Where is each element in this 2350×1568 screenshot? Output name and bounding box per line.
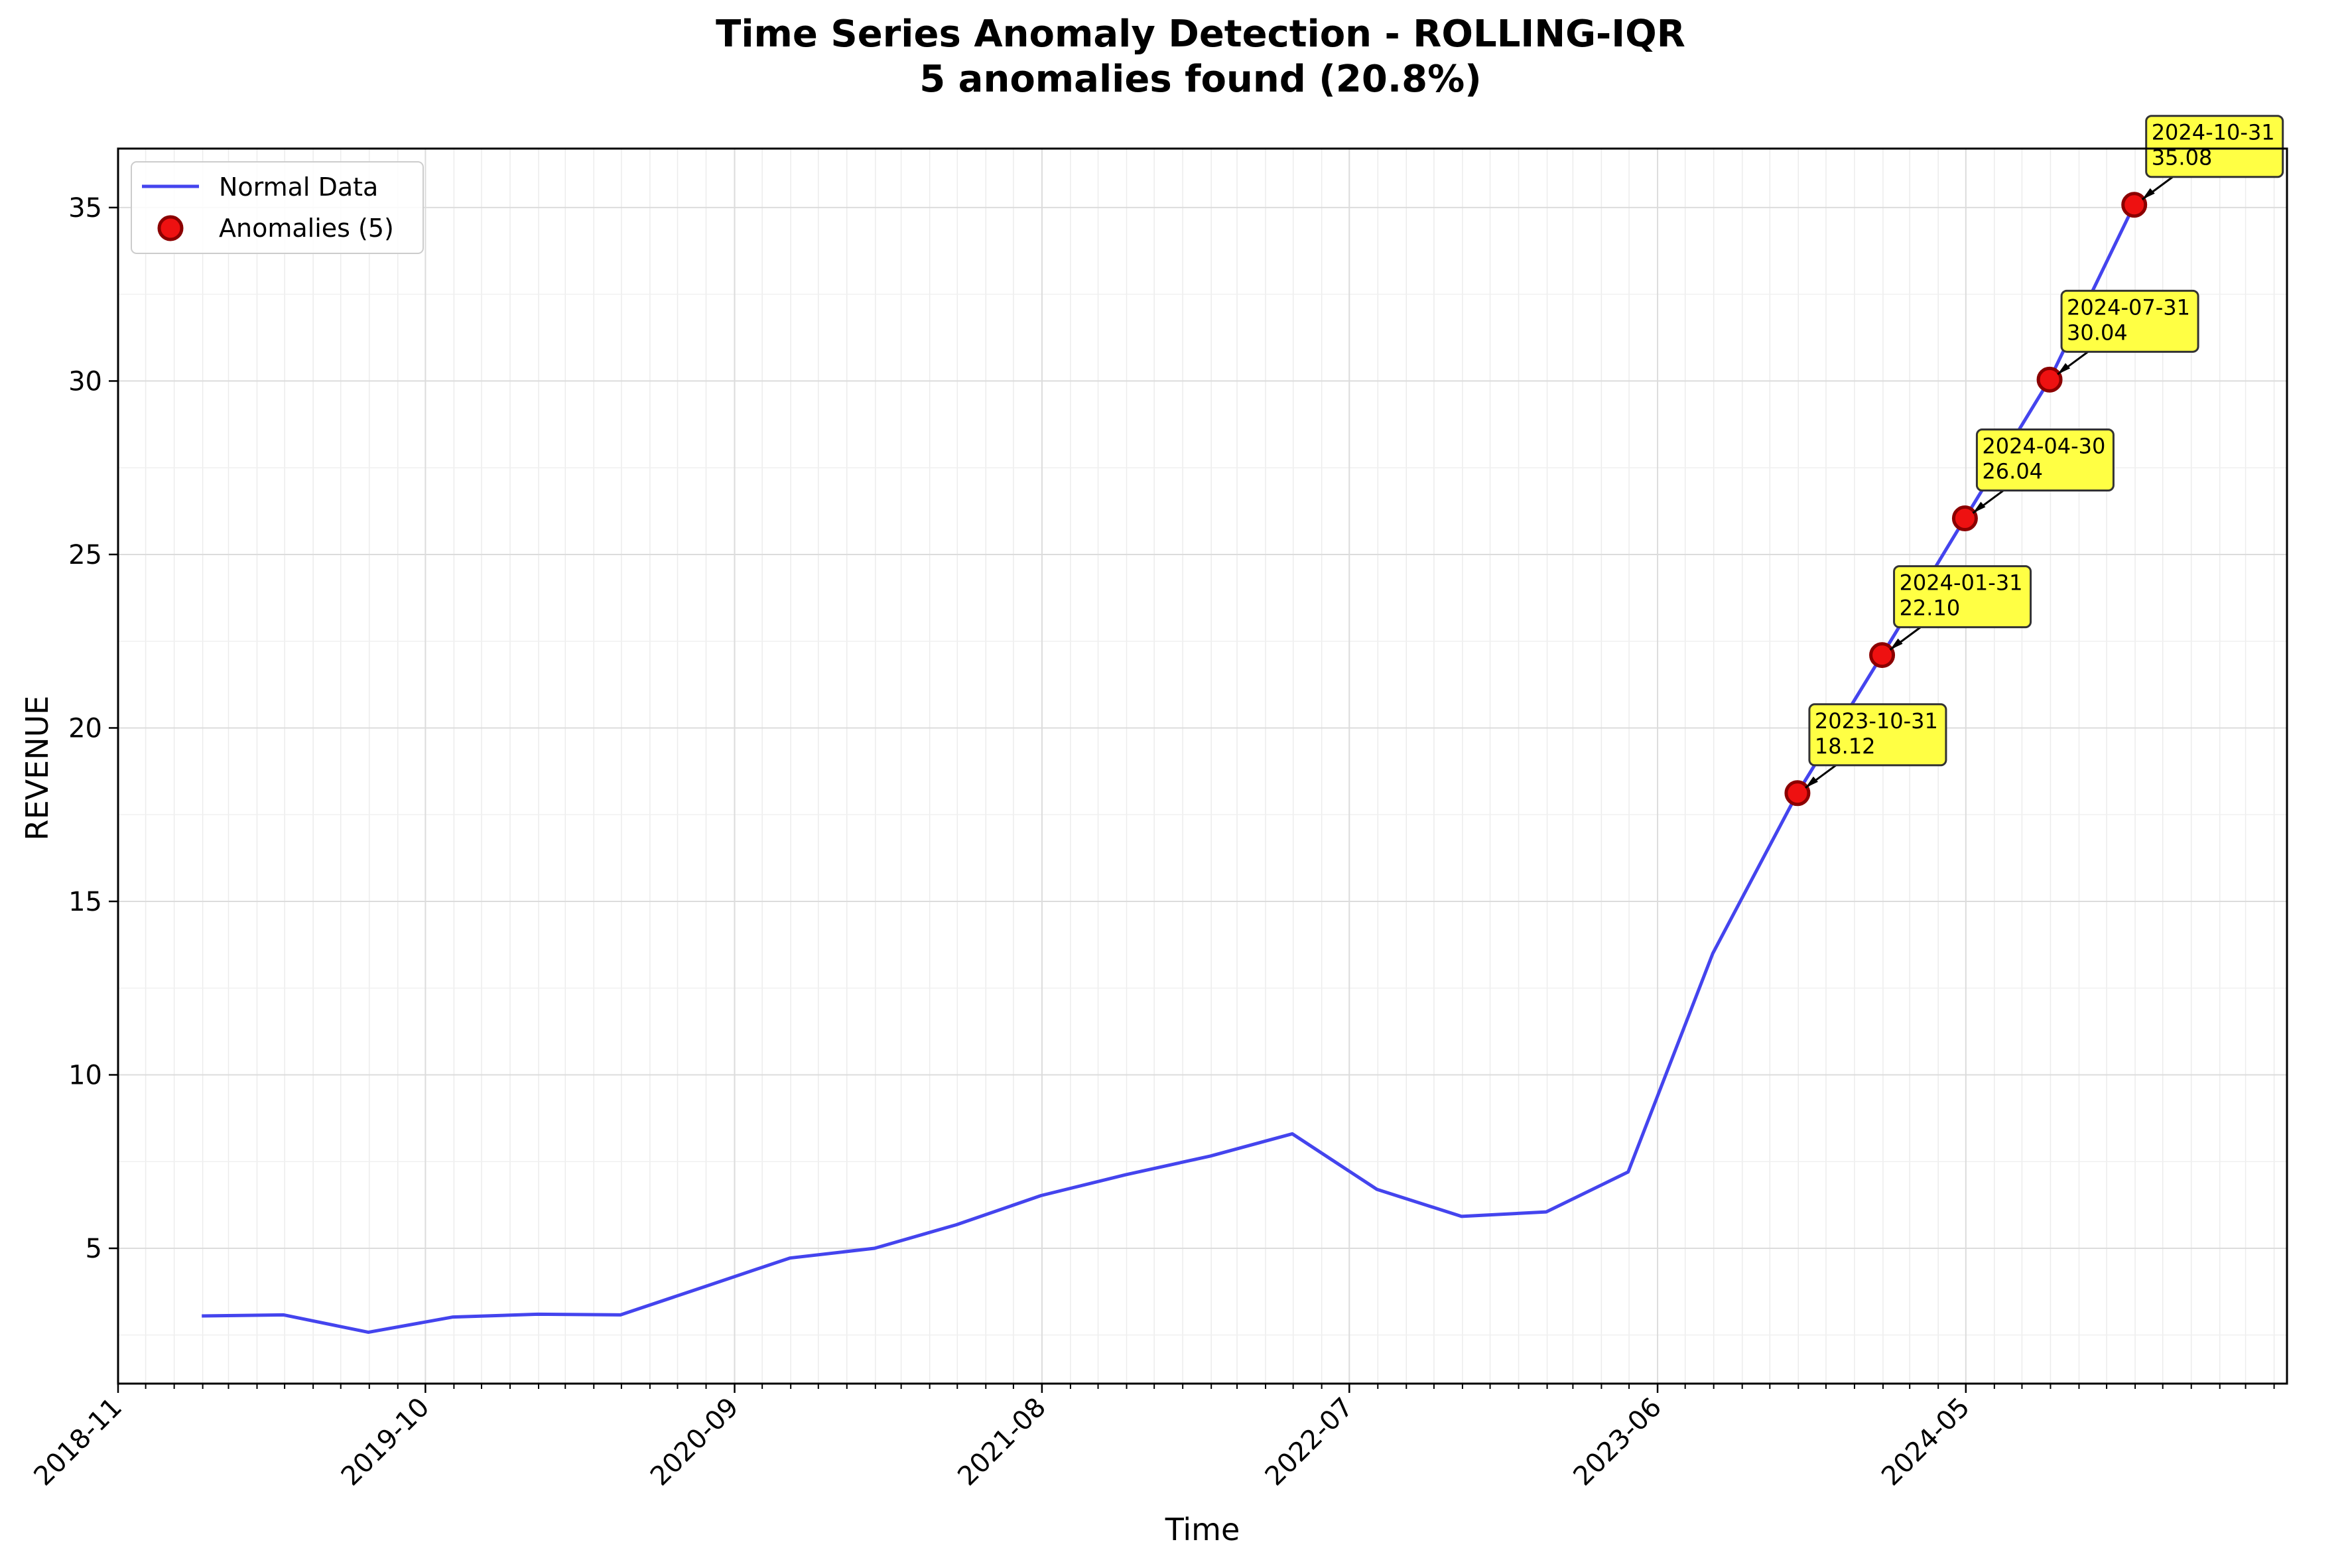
x-axis-label: Time (1165, 1512, 1240, 1547)
annotation-box (2060, 289, 2199, 353)
annotation-box (1893, 565, 2032, 629)
annotation-value: 30.04 (2067, 320, 2128, 345)
normal-data-point (1544, 1210, 1548, 1214)
y-tick-label: 25 (68, 540, 102, 570)
normal-data-point (200, 1314, 204, 1318)
annotation-value: 22.10 (1900, 596, 1961, 621)
anomaly-point (2121, 192, 2148, 218)
normal-data-point (788, 1256, 792, 1260)
normal-data-line (202, 204, 2136, 1335)
y-tick-label: 5 (86, 1234, 102, 1264)
y-tick-label: 20 (68, 713, 102, 744)
legend-label-normal: Normal Data (219, 172, 378, 202)
annotation-box (2145, 115, 2284, 178)
annotation-date: 2023-10-31 (1815, 708, 1938, 734)
annotation-arrowhead (1890, 638, 1903, 650)
normal-data-point (282, 1313, 286, 1317)
annotation-arrowhead (1973, 501, 1986, 513)
legend-box (131, 161, 424, 254)
y-tick-label: 10 (68, 1061, 102, 1091)
normal-data-point (954, 1222, 958, 1226)
legend-marker-swatch (157, 215, 184, 241)
legend-label-anomalies: Anomalies (5) (219, 214, 394, 243)
plot-frame (117, 147, 2288, 1385)
annotation-box (1808, 703, 1947, 767)
normal-data-point (1375, 1187, 1379, 1191)
anomaly-point (1951, 505, 1978, 532)
plot-content (200, 192, 2148, 1335)
y-axis-label: REVENUE (19, 696, 55, 841)
y-axis-ticks: 5 10 15 20 25 30 35 (68, 193, 118, 1264)
legend: Normal Data Anomalies (5) (131, 161, 424, 254)
normal-data-point (1208, 1154, 1212, 1158)
annotation-date: 2024-07-31 (2067, 294, 2190, 320)
chart-subtitle: 5 anomalies found (20.8%) (919, 58, 1482, 101)
normal-data-point (1124, 1173, 1128, 1177)
minor-grid (117, 149, 2287, 1384)
normal-data-point (1039, 1194, 1043, 1198)
normal-data-point (1290, 1132, 1294, 1136)
normal-data-point (618, 1313, 622, 1317)
normal-data-point (366, 1331, 370, 1335)
major-grid (117, 149, 2287, 1384)
annotation-arrowhead (2142, 188, 2155, 200)
y-tick-label: 30 (68, 366, 102, 397)
annotation-arrowhead (1805, 776, 1818, 788)
normal-data-point (1626, 1170, 1630, 1174)
anomaly-point (1784, 780, 1811, 807)
y-tick-label: 15 (68, 887, 102, 917)
annotation-box (1975, 428, 2115, 492)
anomaly-point (2036, 366, 2063, 393)
y-tick-label: 35 (68, 193, 102, 224)
annotation-arrowhead (2057, 363, 2071, 375)
normal-data-point (1460, 1214, 1464, 1218)
annotation-date: 2024-04-30 (1982, 434, 2105, 459)
chart-title: Time Series Anomaly Detection - ROLLING-… (716, 13, 1685, 56)
annotation-date: 2024-01-31 (1900, 570, 2023, 596)
annotation-value: 26.04 (1982, 459, 2043, 484)
normal-data-point (1711, 951, 1715, 955)
normal-data-point (703, 1285, 707, 1289)
normal-data-point (872, 1246, 876, 1250)
annotation-date: 2024-10-31 (2152, 120, 2275, 145)
normal-data-point (536, 1312, 540, 1316)
anomaly-point (1869, 642, 1896, 669)
normal-data-point (451, 1315, 455, 1319)
annotation-value: 18.12 (1815, 734, 1876, 759)
